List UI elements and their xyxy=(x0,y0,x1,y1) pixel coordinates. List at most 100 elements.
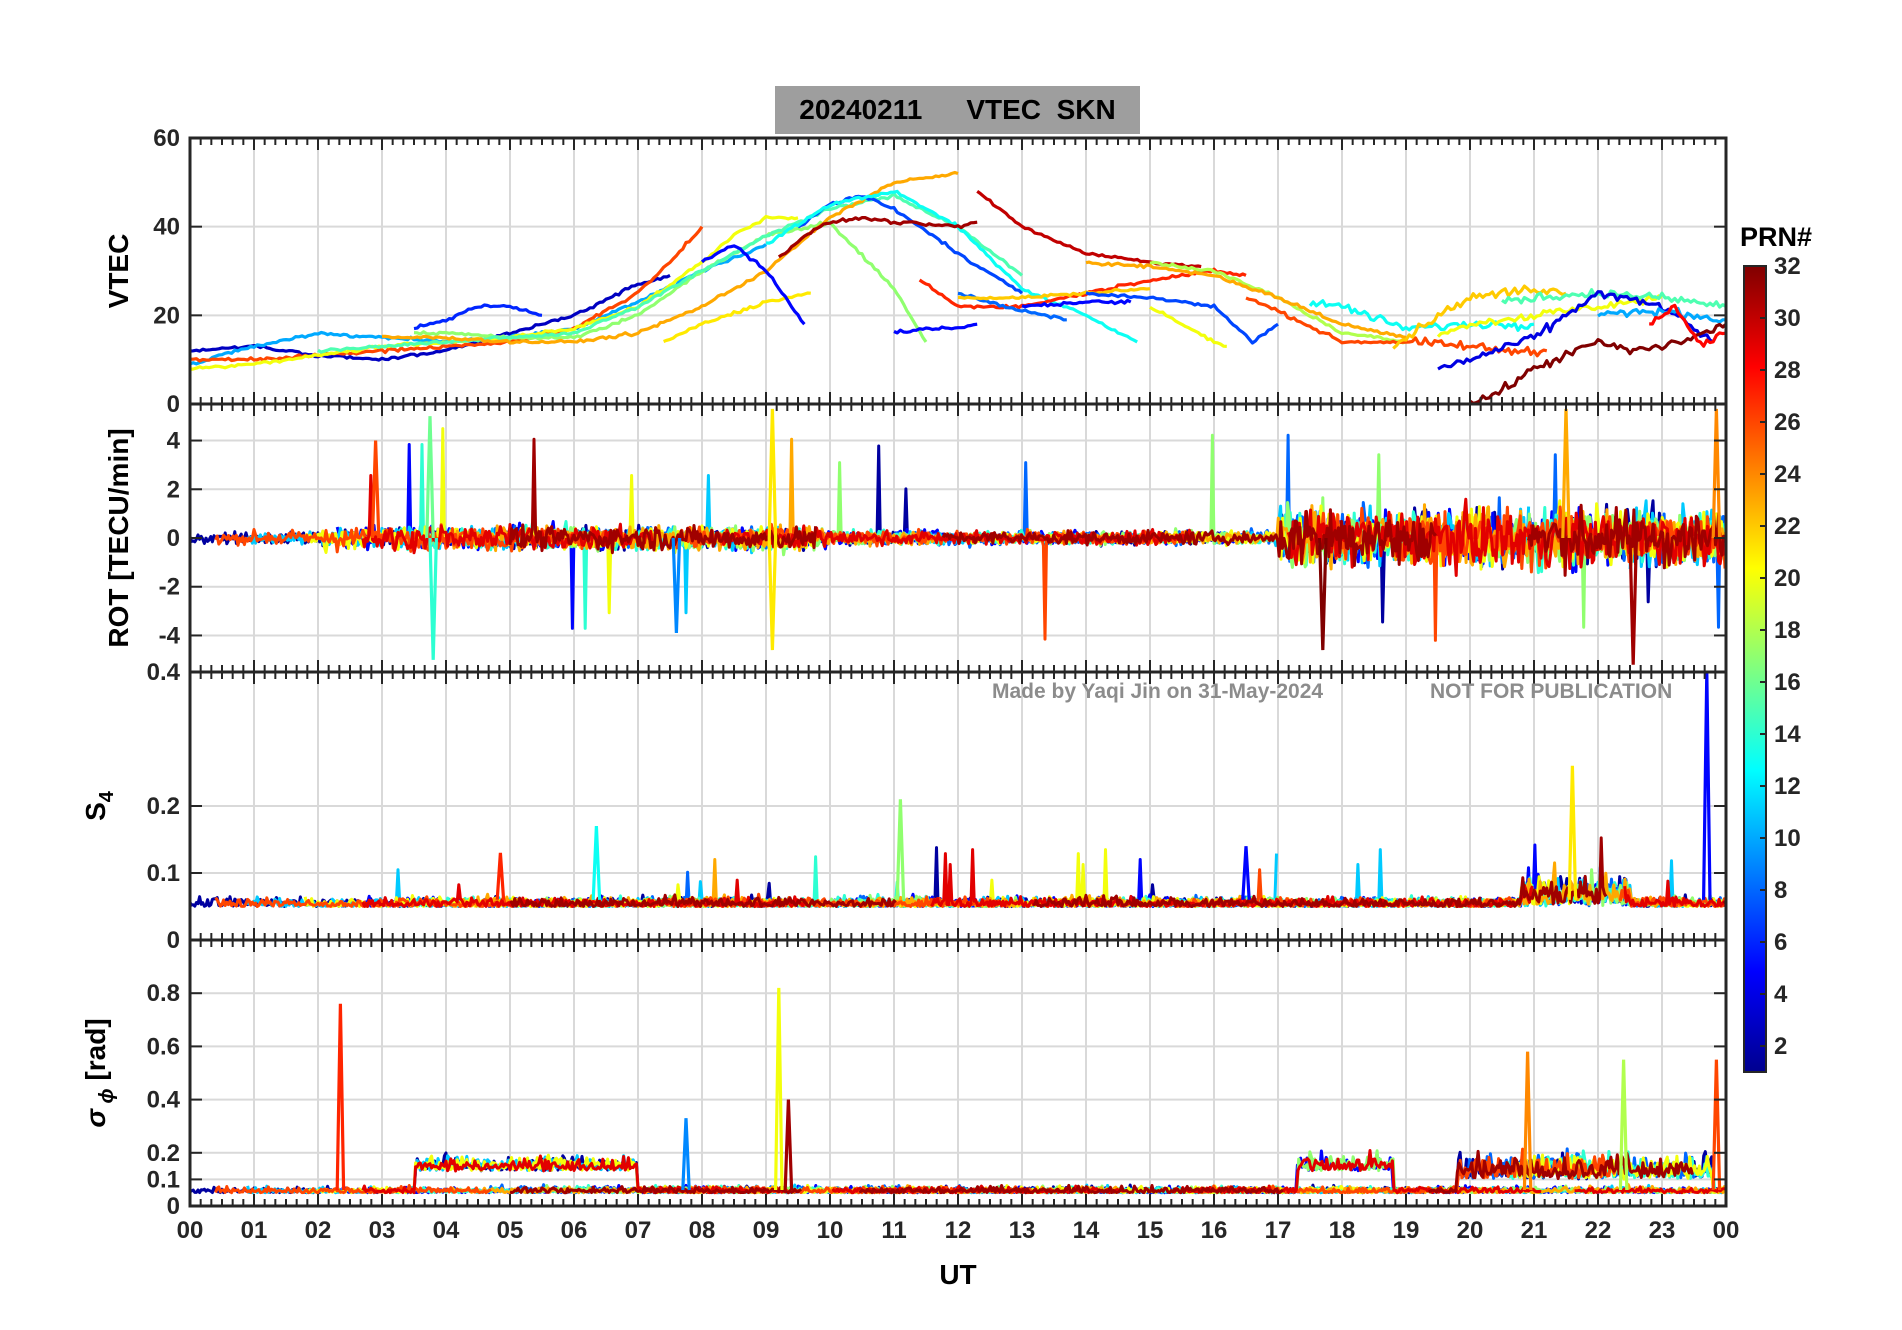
x-tick-label: 15 xyxy=(1137,1217,1164,1244)
y-tick-label: 0.2 xyxy=(147,793,180,820)
rot-trace-prn-29 xyxy=(717,524,1195,549)
y-tick-label: 0.1 xyxy=(147,860,180,887)
sigma_phi-trace-prn-29 xyxy=(361,1154,788,1195)
rot-spike-prn-14 xyxy=(428,537,438,660)
y-tick-label: -2 xyxy=(159,574,180,601)
vtec-trace-prn-31 xyxy=(777,216,978,259)
rot-spike-prn-32 xyxy=(1318,537,1328,651)
x-tick-label: 08 xyxy=(689,1217,716,1244)
watermark-credit: Made by Yaqi Jin on 31-May-2024 xyxy=(992,680,1324,703)
vtec-trace-prn-20 xyxy=(190,214,799,371)
vtec-trace-prn-3 xyxy=(190,273,671,362)
x-tick-label: 21 xyxy=(1521,1217,1548,1244)
colorbar-tick-label: 28 xyxy=(1774,357,1801,384)
rot-trace-prn-31 xyxy=(508,437,818,555)
x-tick-label: 12 xyxy=(945,1217,972,1244)
vtec-trace-prn-15 xyxy=(1501,288,1726,309)
x-tick-label: 17 xyxy=(1265,1217,1292,1244)
sigma_phi-trace-prn-26 xyxy=(214,1184,492,1195)
colorbar-tick-label: 12 xyxy=(1774,773,1801,800)
title-station: SKN xyxy=(1056,94,1116,125)
vtec-trace-prn-5 xyxy=(700,244,806,326)
vtec-trace-prn-5 xyxy=(893,322,978,335)
sigma_phi-trace-prn-31 xyxy=(1428,1149,1694,1194)
vtec-trace-prn-4 xyxy=(1437,290,1714,371)
rot-spike-prn-16 xyxy=(425,416,435,539)
y-tick-label: -4 xyxy=(159,622,181,649)
s4-trace-prn-31 xyxy=(509,893,897,908)
y-tick-label: 0 xyxy=(167,927,180,954)
y-axis-label-phi: ϕ xyxy=(96,1088,118,1109)
vtec-trace-prn-20 xyxy=(1436,294,1663,338)
vtec-trace-prn-23 xyxy=(1085,260,1407,340)
y-tick-label: 2 xyxy=(167,476,180,503)
colorbar-tick-label: 2 xyxy=(1774,1033,1787,1060)
y-tick-label: 0.8 xyxy=(147,980,180,1007)
panel-sigma_phi: 00.10.2 0.4 0.6 0.8 σ ϕ [rad] xyxy=(80,938,1728,1220)
colorbar-tick-label: 6 xyxy=(1774,929,1787,956)
title-quantity-station: VTEC SKN xyxy=(966,94,1115,126)
x-tick-label: 13 xyxy=(1009,1217,1036,1244)
traces xyxy=(190,170,1726,404)
x-tick-label: 07 xyxy=(625,1217,652,1244)
vtec-trace-prn-23 xyxy=(381,170,959,345)
colorbar-tick-label: 30 xyxy=(1774,305,1801,332)
y-axis-label: ROT [TECU/min] xyxy=(103,428,134,647)
sigma_phi-spike-prn-20 xyxy=(774,987,784,1191)
sigma_phi-trace-prn-29 xyxy=(1574,1185,1726,1195)
rot-spike-prn-24 xyxy=(1711,408,1722,539)
y-tick-label: 0 xyxy=(167,525,180,552)
y-axis-label-unit: [rad] xyxy=(80,1018,111,1088)
s4-spike-prn-17 xyxy=(895,799,906,900)
sigma_phi-spike-prn-26 xyxy=(1711,1059,1722,1191)
x-axis-label: UT xyxy=(939,1259,976,1290)
x-tick-label: 00 xyxy=(177,1217,204,1244)
s4-spike-prn-5 xyxy=(1241,846,1251,900)
vtec-trace-prn-20 xyxy=(1149,305,1227,348)
vtec-trace-prn-22 xyxy=(1392,284,1567,350)
rot-spike-prn-21 xyxy=(767,537,778,651)
colorbar-label: PRN# xyxy=(1740,222,1812,252)
x-tick-label: 23 xyxy=(1649,1217,1676,1244)
y-tick-label: 0 xyxy=(167,1193,180,1220)
y-tick-label: 0.4 xyxy=(147,1087,181,1114)
x-tick-label: 05 xyxy=(497,1217,524,1244)
s4-spike-prn-5 xyxy=(1702,672,1712,900)
colorbar-tick-label: 24 xyxy=(1774,461,1801,488)
title-quantity: VTEC xyxy=(966,94,1042,125)
sigma_phi-spike-prn-31 xyxy=(783,1099,794,1191)
colorbar-tick-label: 26 xyxy=(1774,409,1801,436)
traces xyxy=(190,408,1726,665)
vtec-trace-prn-6 xyxy=(413,303,543,331)
colorbar-tick-label: 4 xyxy=(1774,981,1788,1008)
vtec-trace-prn-32 xyxy=(1469,322,1726,404)
y-tick-label: 0.1 xyxy=(147,1166,180,1193)
panel-vtec: 0 20 40 60 VTEC xyxy=(103,125,1728,418)
x-tick-label: 04 xyxy=(433,1217,460,1244)
x-tick-label: 06 xyxy=(561,1217,588,1244)
rot-spike-prn-21 xyxy=(767,408,778,539)
vtec-trace-prn-15 xyxy=(317,192,1024,354)
traces xyxy=(190,672,1726,908)
x-tick-label: 18 xyxy=(1329,1217,1356,1244)
s4-spike-prn-21 xyxy=(1567,765,1578,900)
y-tick-label: 0.2 xyxy=(147,1140,180,1167)
sigma_phi-trace-prn-31 xyxy=(858,1183,1284,1195)
s4-spike-prn-27 xyxy=(495,852,506,900)
y-tick-label: 40 xyxy=(153,214,180,241)
rot-trace-prn-31 xyxy=(1526,503,1726,577)
rot-spike-prn-9 xyxy=(671,537,682,634)
colorbar-tick-label: 8 xyxy=(1774,877,1787,904)
colorbar-tick-label: 32 xyxy=(1774,253,1801,280)
s4-trace-prn-31 xyxy=(1032,836,1608,908)
rot-spike-prn-26 xyxy=(370,440,381,539)
vtec-trace-prn-22 xyxy=(957,287,1151,301)
y-axis-label: S4 xyxy=(80,790,118,821)
s4-spike-prn-13 xyxy=(591,826,602,900)
y-tick-label: 20 xyxy=(153,302,180,329)
panel-s4: 0 0.1 0.2 0.4 S4 xyxy=(80,659,1728,954)
title-date: 20240211 xyxy=(799,94,923,125)
y-tick-label: 0 xyxy=(167,391,180,418)
sigma_phi-spike-prn-24 xyxy=(1522,1051,1533,1191)
